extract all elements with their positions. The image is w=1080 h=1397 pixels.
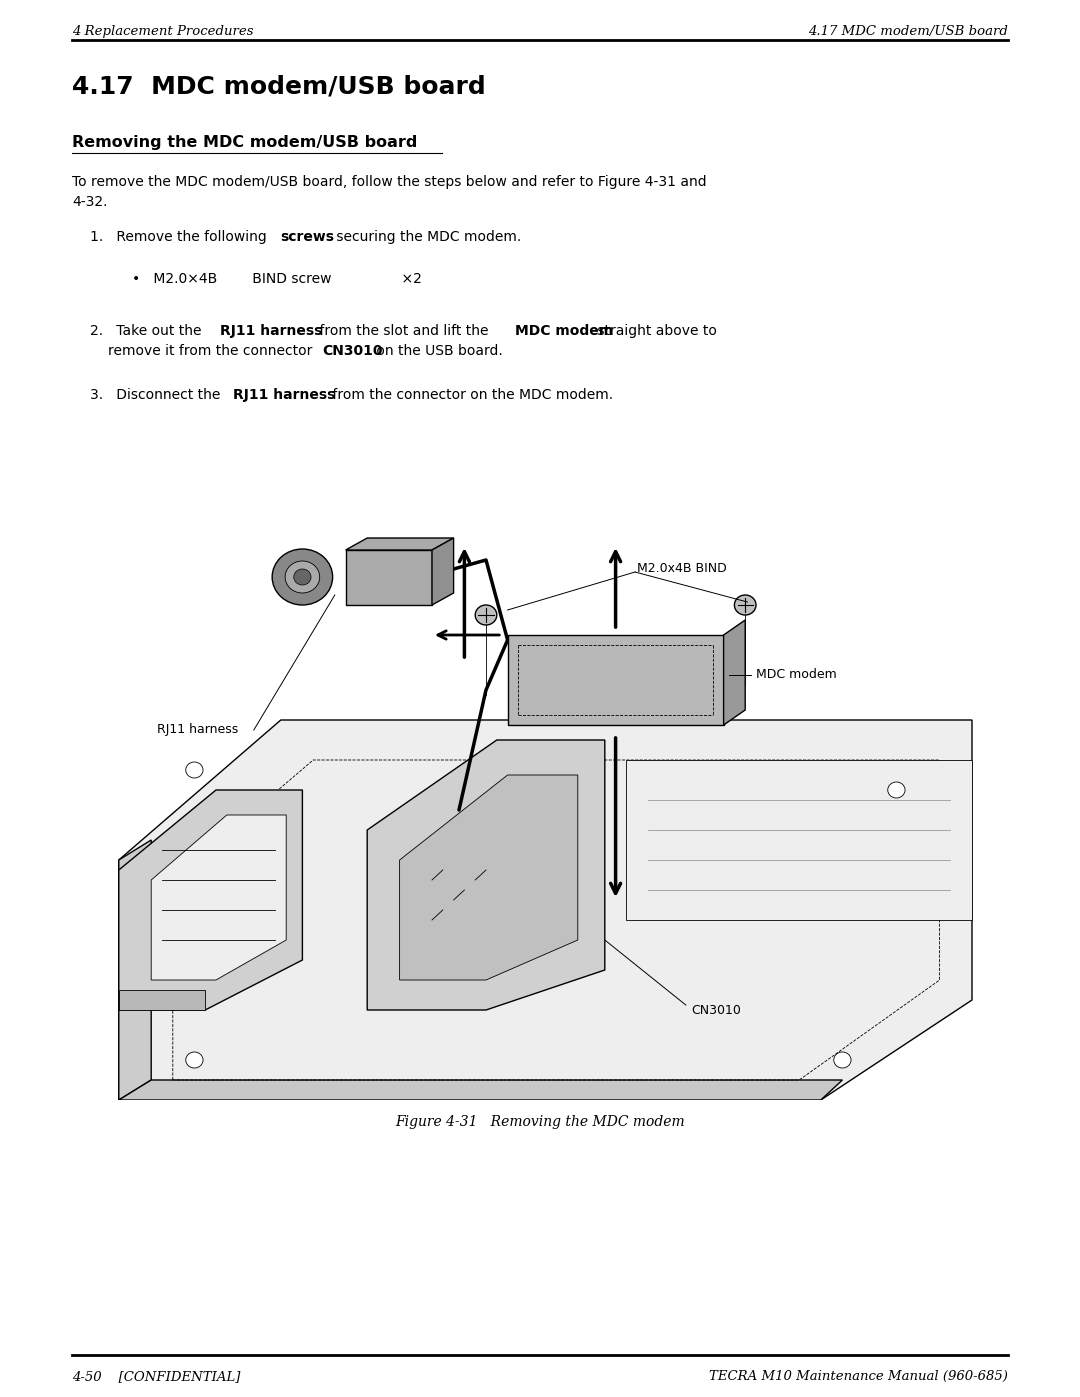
Text: 4-50    [CONFIDENTIAL]: 4-50 [CONFIDENTIAL]: [72, 1370, 241, 1383]
Polygon shape: [724, 620, 745, 725]
Polygon shape: [119, 719, 972, 1099]
Circle shape: [734, 595, 756, 615]
Text: 2.   Take out the: 2. Take out the: [90, 324, 206, 338]
Polygon shape: [119, 840, 151, 1099]
Text: 4-32.: 4-32.: [72, 196, 108, 210]
Polygon shape: [626, 760, 972, 921]
Polygon shape: [432, 538, 454, 605]
Polygon shape: [508, 636, 724, 725]
Text: RJ11 harness: RJ11 harness: [157, 724, 238, 736]
Text: •   M2.0×4B        BIND screw                ×2: • M2.0×4B BIND screw ×2: [132, 272, 422, 286]
Text: 4.17  MDC modem/USB board: 4.17 MDC modem/USB board: [72, 75, 486, 99]
Polygon shape: [367, 740, 605, 1010]
Text: 1.   Remove the following: 1. Remove the following: [90, 231, 271, 244]
Text: MDC modem: MDC modem: [515, 324, 613, 338]
Circle shape: [186, 1052, 203, 1067]
Text: 4 Replacement Procedures: 4 Replacement Procedures: [72, 25, 254, 38]
Text: 3.   Disconnect the: 3. Disconnect the: [90, 388, 225, 402]
Polygon shape: [346, 538, 454, 550]
Text: To remove the MDC modem/USB board, follow the steps below and refer to Figure 4-: To remove the MDC modem/USB board, follo…: [72, 175, 706, 189]
Text: Removing the MDC modem/USB board: Removing the MDC modem/USB board: [72, 136, 417, 149]
Polygon shape: [400, 775, 578, 981]
Polygon shape: [119, 990, 205, 1010]
Text: straight above to: straight above to: [593, 324, 717, 338]
Circle shape: [294, 569, 311, 585]
Text: remove it from the connector: remove it from the connector: [108, 344, 316, 358]
Circle shape: [272, 549, 333, 605]
Text: TECRA M10 Maintenance Manual (960-685): TECRA M10 Maintenance Manual (960-685): [710, 1370, 1008, 1383]
Text: RJ11 harness: RJ11 harness: [233, 388, 336, 402]
Text: on the USB board.: on the USB board.: [372, 344, 503, 358]
Text: 4.17 MDC modem/USB board: 4.17 MDC modem/USB board: [808, 25, 1008, 38]
Polygon shape: [119, 789, 302, 1010]
Text: RJ11 harness: RJ11 harness: [220, 324, 322, 338]
Polygon shape: [151, 814, 286, 981]
Text: securing the MDC modem.: securing the MDC modem.: [332, 231, 522, 244]
Text: CN3010: CN3010: [691, 1003, 741, 1017]
Text: CN3010: CN3010: [322, 344, 382, 358]
Text: from the slot and lift the: from the slot and lift the: [315, 324, 492, 338]
Circle shape: [186, 761, 203, 778]
Polygon shape: [346, 550, 432, 605]
Text: MDC modem: MDC modem: [756, 669, 837, 682]
Circle shape: [475, 605, 497, 624]
Text: M2.0x4B BIND: M2.0x4B BIND: [637, 562, 727, 574]
Polygon shape: [119, 1080, 842, 1099]
Text: Figure 4-31   Removing the MDC modem: Figure 4-31 Removing the MDC modem: [395, 1115, 685, 1129]
Circle shape: [285, 562, 320, 592]
Text: from the connector on the MDC modem.: from the connector on the MDC modem.: [328, 388, 613, 402]
Text: screws: screws: [280, 231, 334, 244]
Circle shape: [834, 1052, 851, 1067]
Circle shape: [888, 782, 905, 798]
